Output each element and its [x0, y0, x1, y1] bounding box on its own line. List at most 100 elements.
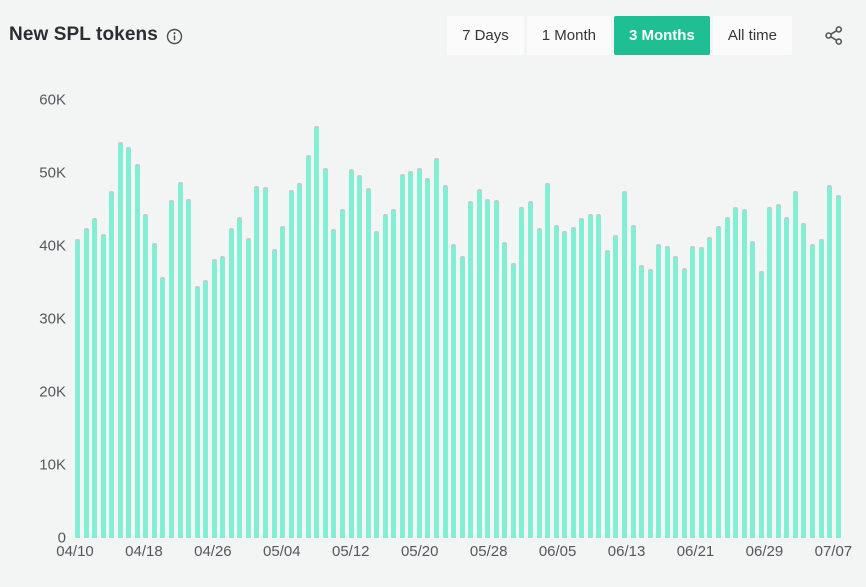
title-wrap: New SPL tokens — [9, 24, 183, 46]
bar[interactable] — [656, 243, 662, 538]
bar[interactable] — [733, 206, 739, 538]
tab-1-month[interactable]: 1 Month — [526, 15, 611, 55]
bar[interactable] — [810, 243, 816, 538]
tab-all-time[interactable]: All time — [712, 15, 792, 55]
bar[interactable] — [348, 168, 354, 538]
bar[interactable] — [399, 173, 405, 538]
bar[interactable] — [587, 213, 593, 538]
bar[interactable] — [322, 167, 328, 538]
bar[interactable] — [177, 181, 183, 538]
bar[interactable] — [263, 186, 269, 538]
bar[interactable] — [160, 276, 166, 538]
bar[interactable] — [442, 185, 448, 538]
bar[interactable] — [203, 280, 209, 538]
bar[interactable] — [211, 259, 217, 538]
bar[interactable] — [451, 243, 457, 538]
bar[interactable] — [433, 158, 439, 538]
bar[interactable] — [151, 243, 157, 538]
bar[interactable] — [758, 270, 764, 538]
y-axis-tick-label: 40K — [39, 237, 66, 255]
bar[interactable] — [288, 189, 294, 538]
bar[interactable] — [604, 250, 610, 538]
info-circle-icon[interactable] — [166, 28, 183, 45]
bar[interactable] — [502, 242, 508, 538]
bar[interactable] — [664, 246, 670, 538]
bar[interactable] — [622, 191, 627, 538]
bar[interactable] — [784, 216, 790, 538]
bar[interactable] — [596, 213, 602, 538]
bar[interactable] — [690, 246, 696, 538]
bar[interactable] — [297, 183, 303, 538]
bar[interactable] — [254, 186, 260, 538]
bar[interactable] — [331, 229, 337, 538]
bar[interactable] — [698, 247, 704, 538]
bar[interactable] — [186, 198, 192, 538]
bar[interactable] — [775, 203, 781, 538]
bar[interactable] — [391, 208, 397, 538]
bar[interactable] — [792, 191, 798, 538]
bar[interactable] — [476, 189, 482, 538]
bar[interactable] — [750, 240, 756, 538]
bar[interactable] — [425, 178, 431, 538]
bar[interactable] — [485, 198, 491, 538]
bar[interactable] — [801, 223, 807, 538]
bar[interactable] — [835, 194, 841, 538]
share-button[interactable] — [822, 23, 846, 48]
bar[interactable] — [767, 206, 773, 538]
bar[interactable] — [374, 230, 380, 538]
bar[interactable] — [613, 235, 619, 538]
bar[interactable] — [109, 191, 115, 538]
bar[interactable] — [314, 125, 320, 538]
bar[interactable] — [716, 225, 722, 538]
bar[interactable] — [305, 155, 311, 538]
bar[interactable] — [126, 146, 132, 538]
bar[interactable] — [220, 255, 226, 538]
bar[interactable] — [134, 163, 140, 538]
tab-3-months[interactable]: 3 Months — [613, 15, 710, 55]
bar[interactable] — [382, 213, 388, 538]
bar[interactable] — [681, 267, 687, 538]
bar[interactable] — [724, 216, 730, 538]
bar[interactable] — [408, 170, 414, 538]
bar[interactable] — [245, 237, 251, 538]
bar[interactable] — [83, 228, 89, 538]
bar[interactable] — [527, 201, 533, 538]
bar[interactable] — [459, 255, 465, 538]
bar[interactable] — [416, 167, 422, 538]
bar[interactable] — [100, 234, 106, 538]
bar[interactable] — [510, 262, 516, 538]
bar[interactable] — [92, 218, 98, 538]
bar[interactable] — [75, 238, 80, 538]
x-axis-tick-label: 06/13 — [607, 543, 646, 560]
tab-7-days[interactable]: 7 Days — [447, 15, 524, 55]
bar[interactable] — [553, 224, 559, 538]
bar[interactable] — [468, 200, 474, 538]
bar[interactable] — [673, 255, 679, 538]
bar[interactable] — [630, 224, 636, 538]
bar[interactable] — [117, 141, 123, 538]
bar[interactable] — [647, 269, 653, 538]
bar[interactable] — [545, 183, 551, 538]
bar[interactable] — [818, 238, 824, 538]
bar[interactable] — [357, 175, 363, 538]
bar[interactable] — [493, 200, 499, 538]
bar[interactable] — [579, 218, 585, 538]
bar[interactable] — [741, 208, 747, 538]
bar[interactable] — [280, 225, 286, 538]
bar[interactable] — [365, 187, 371, 538]
bar[interactable] — [143, 213, 149, 538]
bar[interactable] — [169, 200, 175, 538]
bar[interactable] — [271, 248, 277, 538]
bar[interactable] — [194, 286, 200, 538]
x-axis-tick-label: 06/21 — [676, 543, 715, 560]
bar[interactable] — [339, 208, 345, 538]
bar[interactable] — [228, 228, 234, 538]
bar[interactable] — [519, 206, 525, 538]
bar[interactable] — [707, 237, 713, 538]
bar[interactable] — [570, 227, 576, 538]
bar[interactable] — [237, 216, 243, 538]
bar[interactable] — [536, 228, 542, 538]
bar[interactable] — [639, 264, 645, 538]
bar[interactable] — [827, 184, 833, 538]
bar[interactable] — [562, 231, 568, 538]
